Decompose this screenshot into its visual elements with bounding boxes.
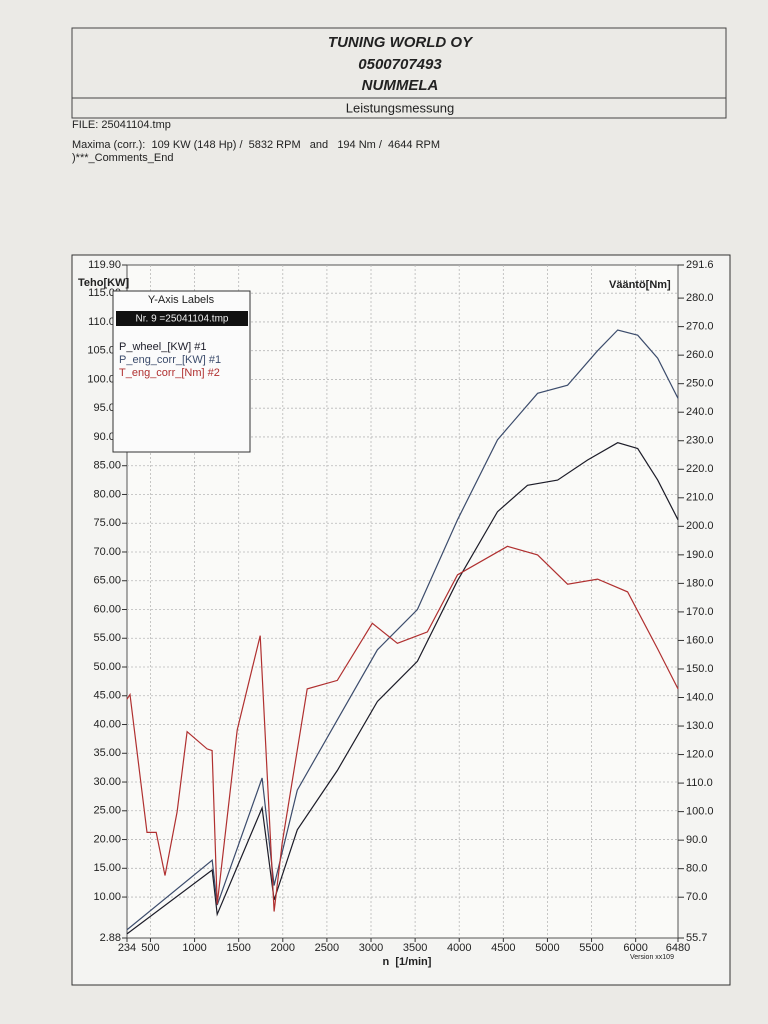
file: FILE: 25041104.tmp <box>72 119 171 131</box>
y2-tick-label: 210.0 <box>686 492 714 504</box>
y2-tick-label: 80.0 <box>686 863 707 875</box>
y2-tick-label: 270.0 <box>686 321 714 333</box>
y-tick-label: 60.00 <box>93 603 121 615</box>
y2-tick-label: 240.0 <box>686 406 714 418</box>
x-tick-label: 2000 <box>271 942 295 954</box>
x-tick-label: 2500 <box>315 942 339 954</box>
legend-file-bg <box>116 311 248 326</box>
y2-axis-title: Vääntö[Nm] <box>609 279 671 291</box>
legend-entry: P_eng_corr_[KW] #1 <box>119 354 221 366</box>
x-tick-label: 3000 <box>359 942 383 954</box>
legend-file: Nr. 9 =25041104.tmp <box>136 314 229 325</box>
y-tick-label: 45.00 <box>93 690 121 702</box>
y2-tick-label: 150.0 <box>686 663 714 675</box>
legend-title: Y-Axis Labels <box>148 294 215 306</box>
y-tick-label: 20.00 <box>93 833 121 845</box>
x-tick-label: 6480 <box>666 942 690 954</box>
y-tick-label: 85.00 <box>93 460 121 472</box>
x-tick-label: 1500 <box>226 942 250 954</box>
y-tick-label: 35.00 <box>93 747 121 759</box>
y2-tick-label: 200.0 <box>686 520 714 532</box>
x-tick-label: 500 <box>141 942 159 954</box>
y2-tick-label: 140.0 <box>686 691 714 703</box>
y2-tick-label: 120.0 <box>686 748 714 760</box>
maxima: Maxima (corr.): 109 KW (148 Hp) / 5832 R… <box>72 139 440 151</box>
version: Version xx109 <box>630 954 674 961</box>
x-tick-label: 5000 <box>535 942 559 954</box>
y-axis-title: Teho[KW] <box>78 277 129 289</box>
y2-tick-label: 280.0 <box>686 292 714 304</box>
y-tick-label: 50.00 <box>93 661 121 673</box>
x-tick-label: 4000 <box>447 942 471 954</box>
y-tick-label: 75.00 <box>93 517 121 529</box>
y-tick-label: 2.88 <box>100 932 121 944</box>
y2-tick-label: 291.6 <box>686 259 714 271</box>
x-tick-label: 234 <box>118 942 136 954</box>
y-tick-label: 10.00 <box>93 891 121 903</box>
y2-tick-label: 55.7 <box>686 932 707 944</box>
y-tick-label: 40.00 <box>93 718 121 730</box>
legend-entry: T_eng_corr_[Nm] #2 <box>119 367 220 379</box>
subtitle: Leistungsmessung <box>346 100 454 115</box>
y-tick-label: 55.00 <box>93 632 121 644</box>
y2-tick-label: 190.0 <box>686 549 714 561</box>
x-tick-label: 3500 <box>403 942 427 954</box>
y2-tick-label: 70.0 <box>686 891 707 903</box>
y-tick-label: 15.00 <box>93 862 121 874</box>
legend-entry: P_wheel_[KW] #1 <box>119 341 206 353</box>
x-tick-label: 1000 <box>182 942 206 954</box>
y-tick-label: 25.00 <box>93 805 121 817</box>
x-tick-label: 5500 <box>579 942 603 954</box>
phone: 0500707493 <box>358 56 442 73</box>
y-tick-label: 119.90 <box>88 259 121 271</box>
y2-tick-label: 110.0 <box>686 777 713 789</box>
y2-tick-label: 260.0 <box>686 349 714 361</box>
company: TUNING WORLD OY <box>328 34 474 51</box>
y2-tick-label: 230.0 <box>686 435 714 447</box>
y-tick-label: 30.00 <box>93 776 121 788</box>
y-tick-label: 65.00 <box>93 575 121 587</box>
y2-tick-label: 160.0 <box>686 634 714 646</box>
y2-tick-label: 130.0 <box>686 720 714 732</box>
header-box <box>71 27 727 119</box>
y2-tick-label: 220.0 <box>686 463 714 475</box>
y2-tick-label: 250.0 <box>686 378 714 390</box>
x-tick-label: 6000 <box>623 942 647 954</box>
comments: )***_Comments_End <box>72 152 174 164</box>
series-line <box>126 329 679 931</box>
y2-tick-label: 170.0 <box>686 606 714 618</box>
series-line <box>126 442 679 935</box>
city: NUMMELA <box>362 77 439 94</box>
x-axis-title: n [1/min] <box>383 956 432 968</box>
y2-tick-label: 100.0 <box>686 806 714 818</box>
x-tick-label: 4500 <box>491 942 515 954</box>
y-tick-label: 80.00 <box>93 488 121 500</box>
y2-tick-label: 180.0 <box>686 577 714 589</box>
y2-tick-label: 90.0 <box>686 834 707 846</box>
series-line <box>126 545 679 912</box>
y-tick-label: 70.00 <box>93 546 121 558</box>
